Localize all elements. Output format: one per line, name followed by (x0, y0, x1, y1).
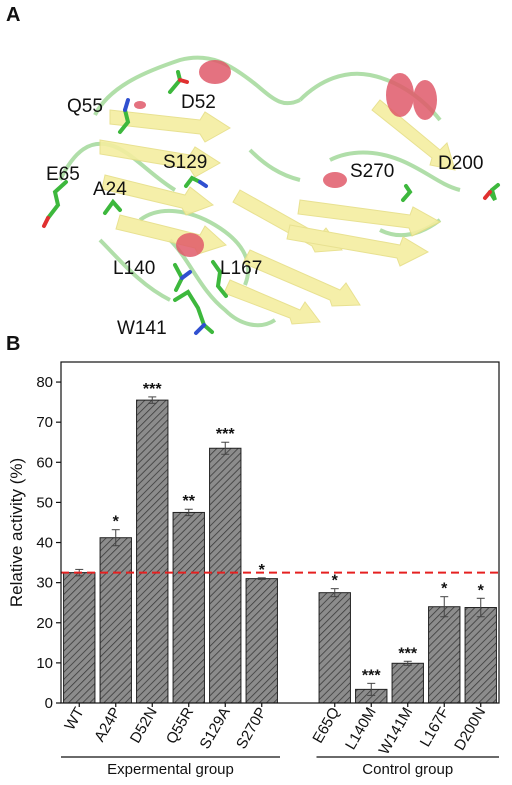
y-axis-title: Relative activity (%) (7, 458, 26, 607)
alpha-helices (134, 60, 437, 257)
y-tick-label: 50 (36, 494, 53, 511)
panel-a-label: A (6, 4, 21, 26)
x-tick-label: A24P (91, 705, 124, 745)
significance-marker: * (259, 562, 266, 579)
bars: ****************** * (61, 381, 499, 704)
residue-label-l167: L167 (220, 258, 262, 279)
y-tick-label: 0 (45, 695, 53, 712)
bar-d200n (464, 607, 497, 704)
significance-marker: * (332, 573, 339, 590)
group-label: Expermental group (107, 761, 234, 778)
x-tick-label: L167F (417, 705, 453, 750)
significance-marker: *** (216, 426, 235, 443)
residue-label-d52: D52 (181, 92, 216, 113)
bar-l167f (428, 606, 461, 704)
significance-marker: ** (183, 493, 196, 510)
bar-s129a (209, 447, 242, 704)
y-tick-label: 80 (36, 374, 53, 391)
residue-label-s270: S270 (350, 161, 394, 182)
significance-marker: *** (362, 667, 381, 684)
x-tick-label: S129A (196, 705, 233, 753)
y-tick-label: 20 (36, 615, 53, 632)
significance-marker: * (441, 581, 448, 598)
y-tick-label: 40 (36, 535, 53, 552)
bar-chart: Relative activity (%) 01020304050607080 … (7, 361, 500, 778)
residue-label-s129: S129 (163, 152, 207, 173)
bar-q55r (172, 511, 205, 704)
bar-s270p (245, 578, 278, 704)
protein-structure: Q55 D52 S129 E65 A24 S270 D200 L140 L167… (42, 55, 500, 339)
x-tick-label: S270P (233, 705, 270, 753)
group-label: Control group (362, 761, 453, 778)
residue-label-a24: A24 (93, 179, 127, 200)
y-tick-label: 70 (36, 414, 53, 431)
bar-a24p (99, 537, 132, 704)
significance-marker: * (478, 582, 485, 599)
bar-d52n (136, 399, 169, 704)
significance-marker: *** (143, 381, 162, 398)
residue-sticks (42, 70, 500, 335)
panel-b-label: B (6, 333, 21, 355)
y-tick-label: 10 (36, 655, 53, 672)
x-tick-label: W141M (376, 705, 417, 758)
residue-label-w141: W141 (117, 318, 167, 339)
y-tick-label: 30 (36, 575, 53, 592)
plot-frame (60, 361, 500, 704)
residue-label-e65: E65 (46, 164, 80, 185)
x-tick-label: WT (61, 705, 87, 734)
bar-wt (63, 572, 96, 704)
y-axis-ticks: 0 10 20 30 40 50 60 70 80 (36, 374, 61, 712)
y-tick-label: 60 (36, 454, 53, 471)
x-tick-label: Q55R (163, 704, 197, 747)
x-tick-label: D200N (451, 705, 489, 754)
residue-label-q55: Q55 (67, 96, 103, 117)
residue-label-d200: D200 (438, 153, 483, 174)
bar-e65q (318, 592, 351, 704)
significance-marker: * (113, 514, 120, 531)
x-tick-label: L140M (342, 705, 380, 753)
bar-w141m (391, 662, 424, 704)
x-tick-label: D52N (127, 705, 161, 747)
residue-label-l140: L140 (113, 258, 155, 279)
significance-marker: *** (398, 645, 417, 662)
x-tick-label: E65Q (309, 705, 343, 747)
group-labels: Expermental group Control group (61, 756, 499, 778)
beta-sheets (99, 99, 456, 325)
